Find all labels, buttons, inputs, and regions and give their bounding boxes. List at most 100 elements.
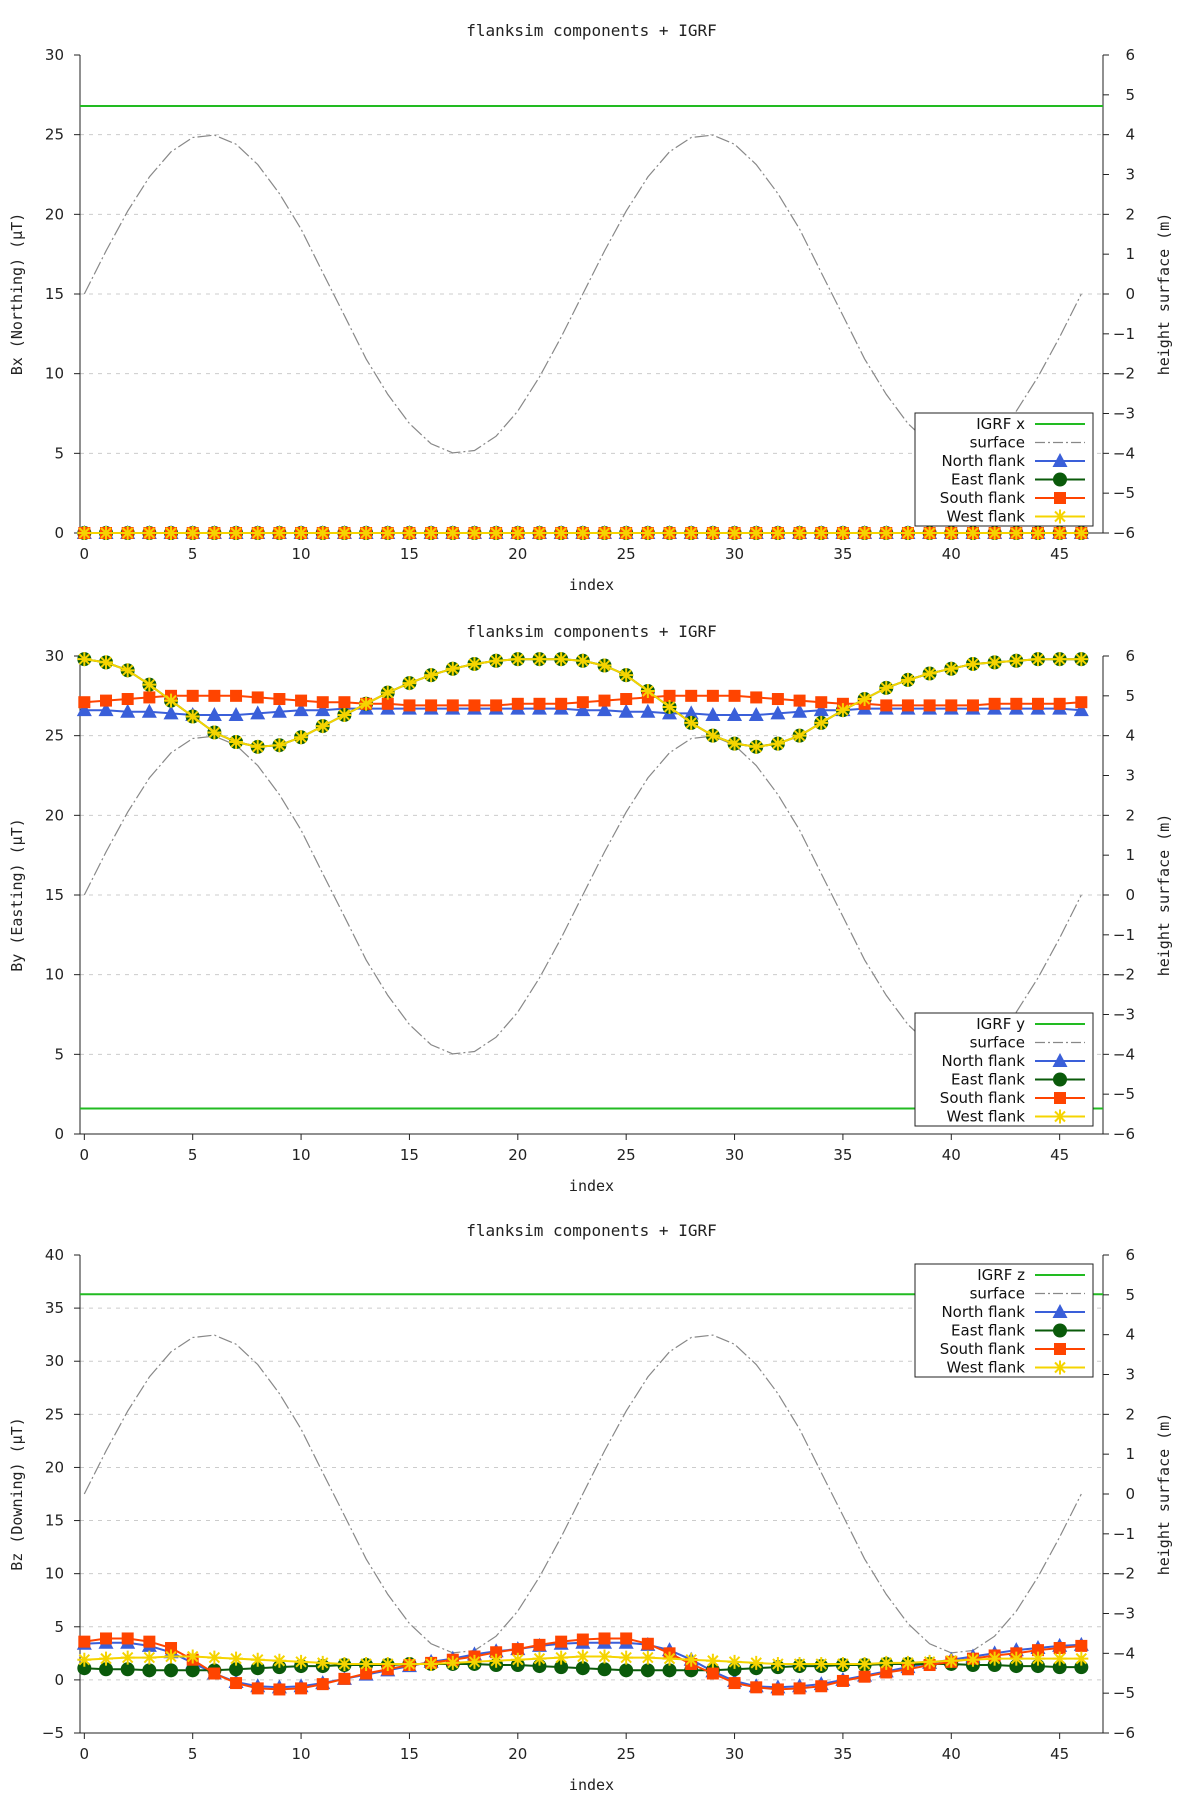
x-tick-label: 10 bbox=[292, 1745, 311, 1763]
data-point bbox=[337, 707, 352, 722]
data-point bbox=[77, 1661, 92, 1676]
data-point bbox=[1053, 697, 1066, 710]
data-point bbox=[141, 703, 157, 718]
data-point bbox=[489, 1653, 504, 1668]
y2-tick-label: 3 bbox=[1125, 767, 1135, 785]
data-point bbox=[1074, 526, 1089, 540]
data-point bbox=[273, 693, 286, 706]
data-point bbox=[120, 1662, 135, 1677]
x-tick-label: 10 bbox=[292, 545, 311, 563]
y-tick-label: 5 bbox=[54, 1618, 64, 1636]
y-tick-label: 5 bbox=[54, 1045, 64, 1063]
legend-marker bbox=[1054, 492, 1066, 504]
data-point bbox=[120, 526, 135, 540]
data-point bbox=[532, 652, 547, 667]
y-axis-label: Bz (Downing) (μT) bbox=[8, 1417, 26, 1571]
data-point bbox=[338, 1672, 351, 1685]
data-point bbox=[338, 696, 351, 709]
x-tick-label: 20 bbox=[508, 1146, 527, 1164]
data-point bbox=[901, 699, 914, 712]
y2-tick-label: −4 bbox=[1113, 444, 1135, 462]
data-point bbox=[120, 703, 136, 718]
data-point bbox=[315, 702, 331, 717]
data-point bbox=[727, 706, 743, 721]
data-point bbox=[1075, 696, 1088, 709]
data-point bbox=[143, 1635, 156, 1648]
data-point bbox=[1074, 652, 1089, 667]
data-point bbox=[489, 526, 504, 540]
data-point bbox=[814, 1656, 829, 1671]
legend-label: East flank bbox=[951, 471, 1025, 489]
data-point bbox=[402, 676, 417, 691]
data-point bbox=[857, 1656, 872, 1671]
x-tick-label: 20 bbox=[508, 1745, 527, 1763]
data-point bbox=[554, 1650, 569, 1665]
data-point bbox=[965, 1652, 980, 1667]
data-point bbox=[293, 702, 309, 717]
data-point bbox=[575, 653, 590, 668]
surface-line bbox=[83, 1334, 1082, 1654]
data-point bbox=[728, 689, 741, 702]
data-point bbox=[619, 1663, 634, 1678]
x-tick-label: 10 bbox=[292, 1146, 311, 1164]
data-point bbox=[467, 656, 482, 671]
data-point bbox=[706, 1667, 719, 1680]
data-point bbox=[295, 1682, 308, 1695]
data-point bbox=[792, 703, 808, 718]
y-tick-label: 20 bbox=[45, 205, 64, 223]
data-point bbox=[315, 719, 330, 734]
data-point bbox=[880, 1666, 893, 1679]
x-tick-label: 0 bbox=[80, 545, 90, 563]
legend-label: North flank bbox=[941, 1052, 1025, 1070]
y2-tick-label: −6 bbox=[1113, 1724, 1135, 1742]
data-point bbox=[749, 1655, 764, 1670]
data-point bbox=[705, 706, 721, 721]
data-point bbox=[424, 1656, 439, 1671]
data-point bbox=[77, 526, 92, 540]
y2-tick-label: −3 bbox=[1113, 1006, 1135, 1024]
x-tick-label: 35 bbox=[833, 1146, 852, 1164]
y2-tick-label: −4 bbox=[1113, 1644, 1135, 1662]
legend-label: surface bbox=[970, 1034, 1025, 1052]
data-point bbox=[554, 652, 569, 667]
data-point bbox=[727, 526, 742, 540]
x-tick-label: 35 bbox=[833, 545, 852, 563]
data-point bbox=[922, 526, 937, 540]
y-tick-label: 40 bbox=[45, 1246, 64, 1264]
data-point bbox=[511, 697, 524, 710]
data-point bbox=[250, 1661, 265, 1676]
legend-marker bbox=[1053, 1360, 1067, 1375]
data-point bbox=[597, 658, 612, 673]
legend-marker bbox=[1052, 1053, 1068, 1067]
y2-tick-label: −2 bbox=[1113, 365, 1135, 383]
data-point bbox=[1009, 526, 1024, 540]
data-point bbox=[619, 526, 634, 540]
data-point bbox=[1030, 1651, 1045, 1666]
data-point bbox=[749, 526, 764, 540]
data-point bbox=[814, 715, 829, 730]
data-point bbox=[1030, 526, 1045, 540]
data-point bbox=[120, 1650, 135, 1665]
data-point bbox=[575, 1661, 590, 1676]
legend-box bbox=[914, 1263, 1094, 1378]
data-point bbox=[575, 526, 590, 540]
data-point bbox=[662, 699, 677, 714]
y-tick-label: 25 bbox=[45, 727, 64, 745]
data-point bbox=[814, 526, 829, 540]
data-point bbox=[857, 526, 872, 540]
y2-axis-label: height surface (m) bbox=[1155, 814, 1173, 977]
data-point bbox=[750, 691, 763, 704]
data-point bbox=[489, 653, 504, 668]
data-point bbox=[185, 709, 200, 724]
data-point bbox=[684, 526, 699, 540]
data-point bbox=[685, 689, 698, 702]
legend-box bbox=[914, 412, 1094, 527]
legend-label: West flank bbox=[947, 1108, 1026, 1126]
x-tick-label: 30 bbox=[725, 1745, 744, 1763]
data-point bbox=[1031, 1644, 1044, 1657]
data-point bbox=[229, 1662, 244, 1677]
data-point bbox=[315, 1655, 330, 1670]
legend-marker bbox=[1052, 1304, 1068, 1318]
y2-tick-label: 0 bbox=[1125, 285, 1135, 303]
data-point bbox=[424, 526, 439, 540]
